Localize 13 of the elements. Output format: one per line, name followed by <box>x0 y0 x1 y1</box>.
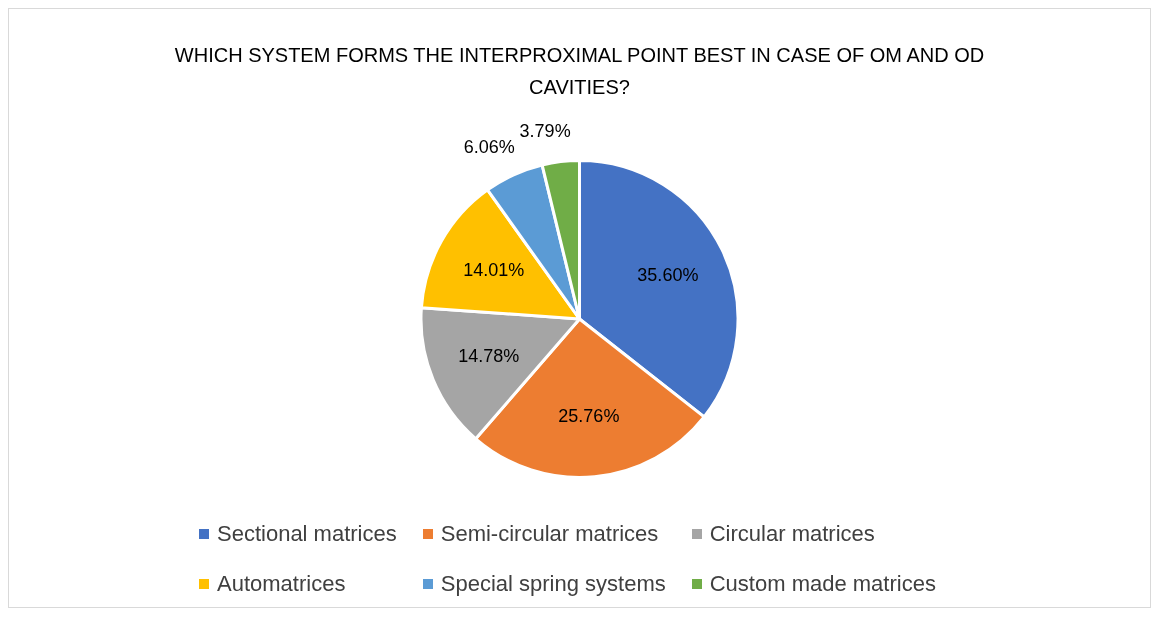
data-label: 25.76% <box>558 405 620 426</box>
data-label: 6.06% <box>463 136 515 157</box>
data-label: 3.79% <box>519 120 571 141</box>
legend-label: Sectional matrices <box>217 521 397 547</box>
data-label: 14.78% <box>458 345 520 366</box>
legend-label: Custom made matrices <box>709 571 936 597</box>
legend-label: Automatrices <box>217 571 346 597</box>
legend-label: Circular matrices <box>709 521 875 547</box>
data-label: 14.01% <box>463 259 525 280</box>
data-label: 35.60% <box>637 265 699 286</box>
chart-title: WHICH SYSTEM FORMS THE INTERPROXIMAL POINT BEST IN CASE OF OM AND OD CAVITIES? <box>173 43 986 100</box>
legend-label: Semi-circular matrices <box>440 521 659 547</box>
legend-label: Special spring systems <box>440 571 666 597</box>
